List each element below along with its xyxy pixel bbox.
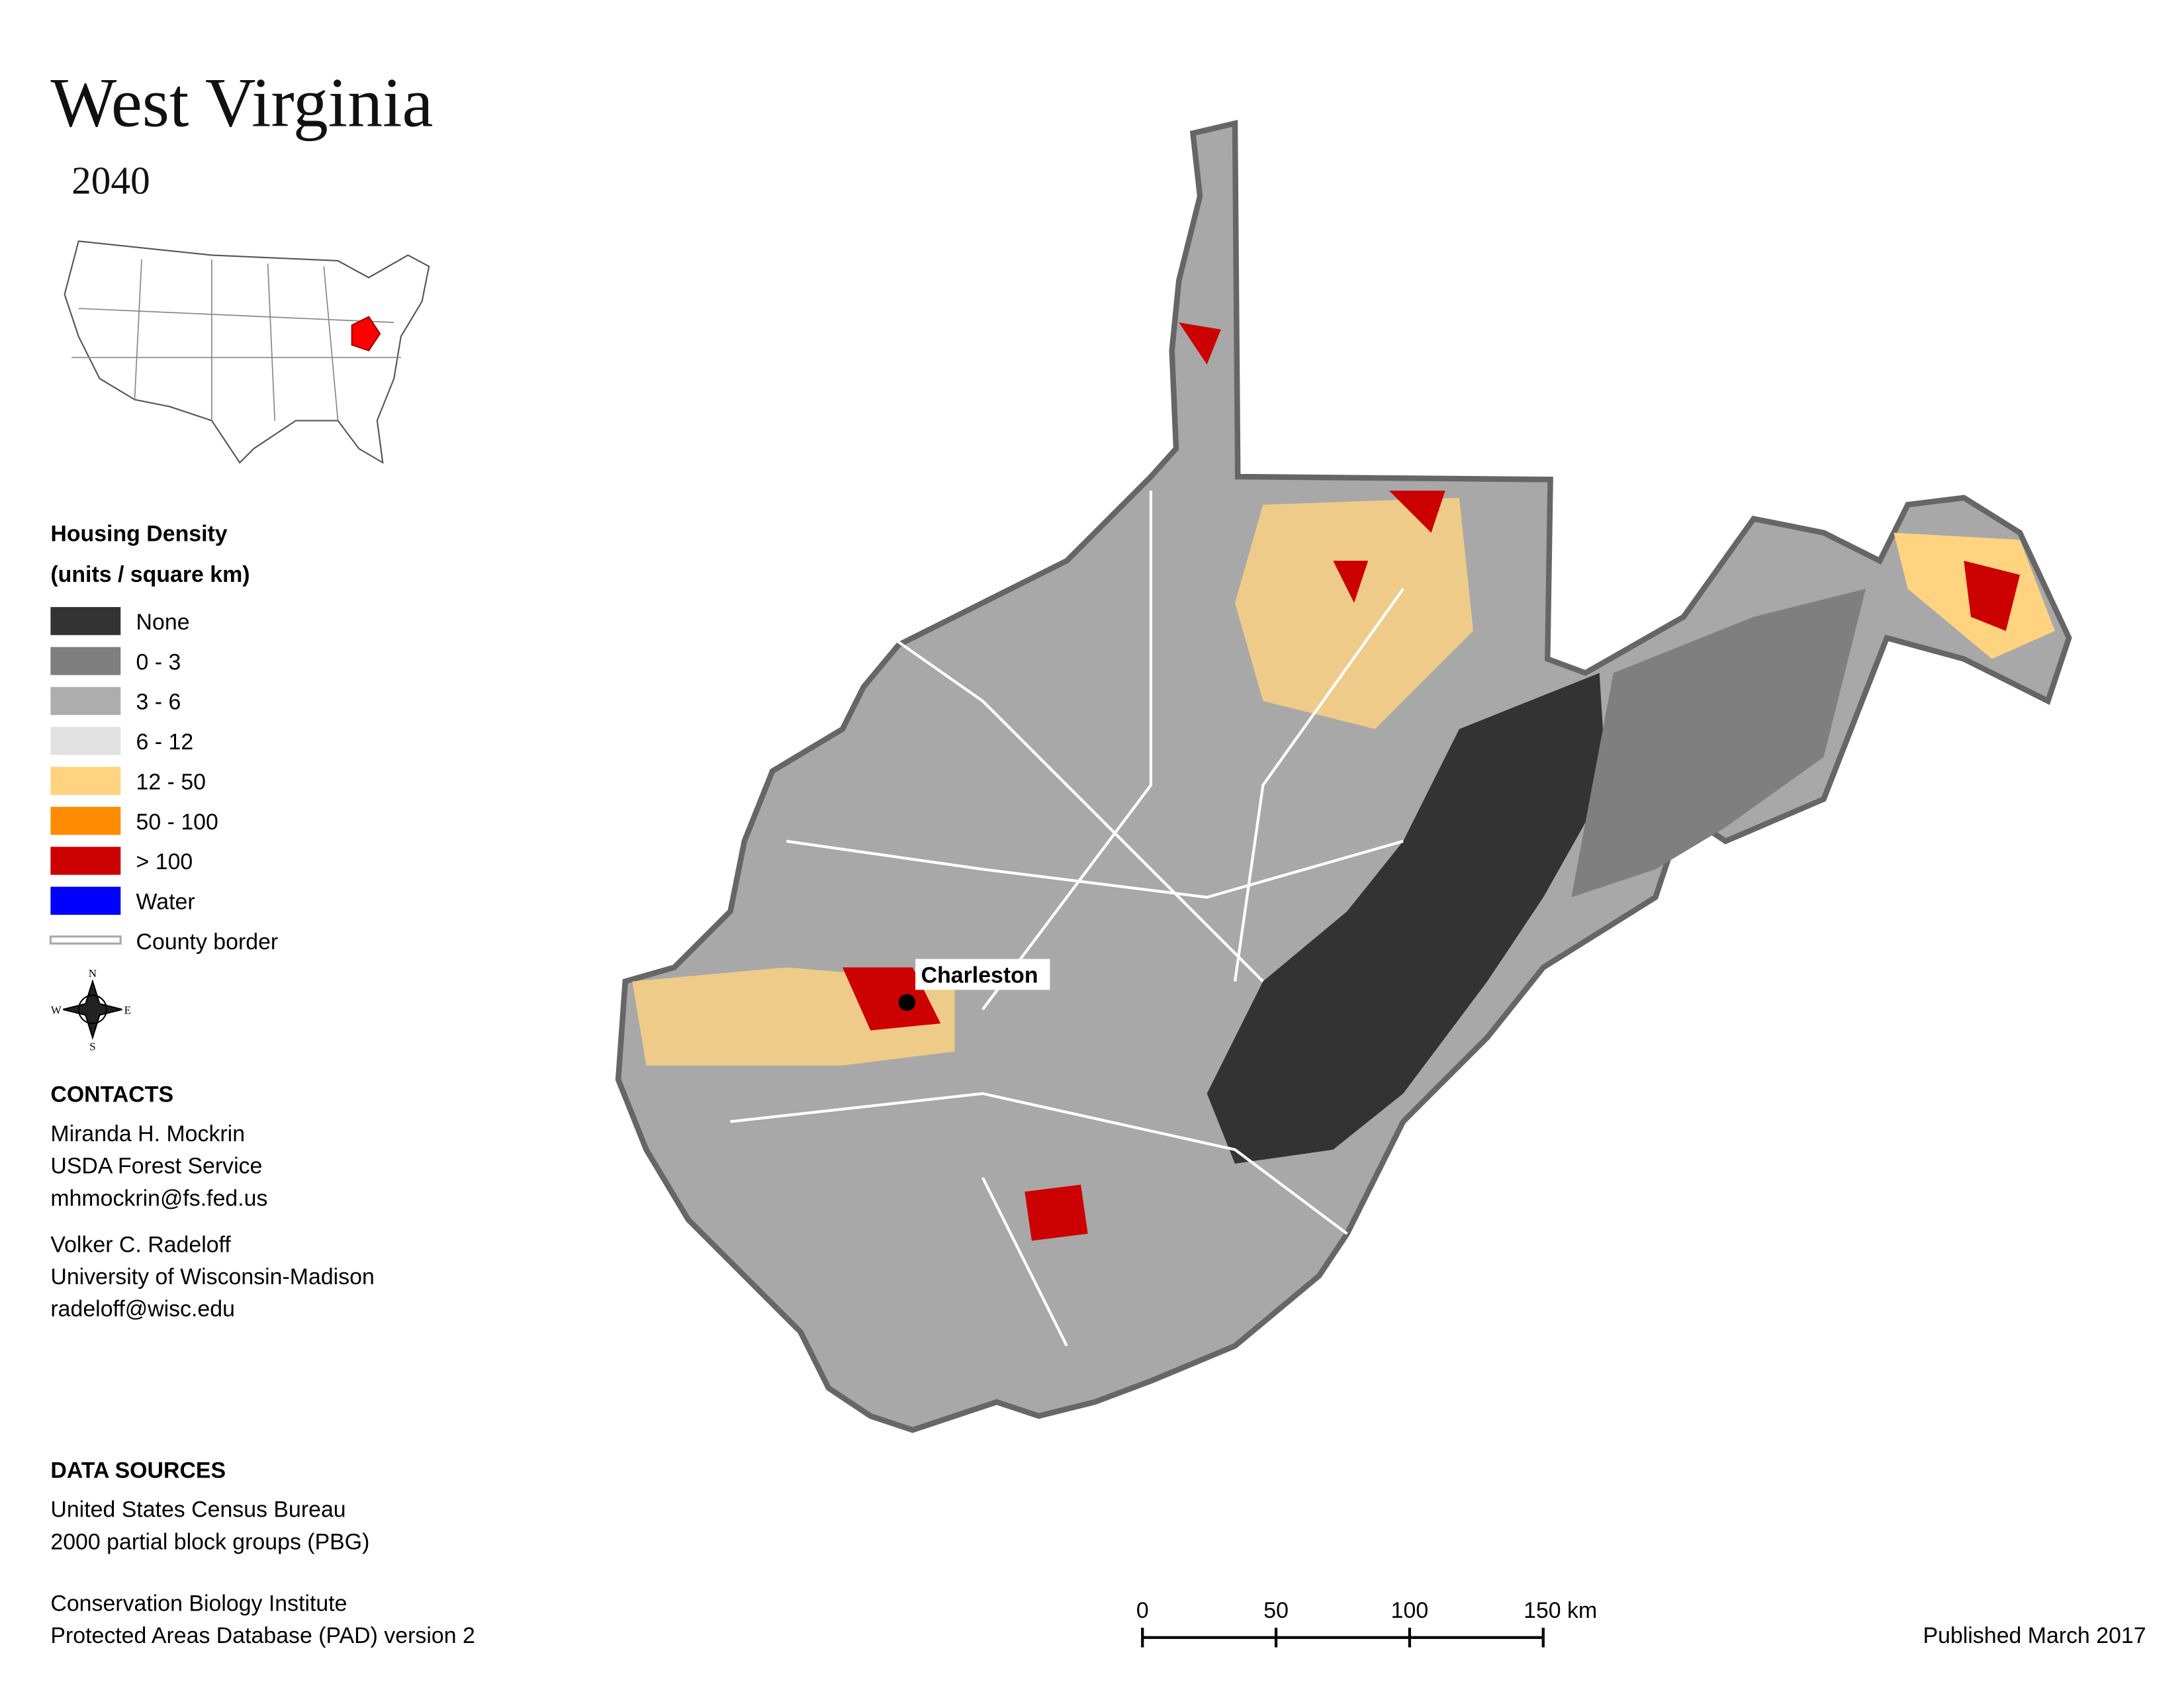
yellow-region <box>1235 497 1474 729</box>
scale-label: 0 <box>1136 1598 1149 1623</box>
legend-label: 3 - 6 <box>136 690 181 715</box>
legend-subtitle: (units / square km) <box>50 562 250 587</box>
legend-swatch <box>50 847 121 875</box>
dark-region <box>1206 673 1607 1164</box>
legend-label: County border <box>136 929 279 955</box>
contact-line: University of Wisconsin-Madison <box>50 1264 374 1289</box>
compass-rose <box>63 979 122 1040</box>
legend-swatch <box>50 686 121 716</box>
contact-line: Volker C. Radeloff <box>50 1232 231 1257</box>
subtitle: 2040 <box>71 158 150 202</box>
sources-heading: DATA SOURCES <box>50 1458 226 1483</box>
contact-line: USDA Forest Service <box>50 1154 262 1179</box>
city-label: Charleston <box>921 963 1038 988</box>
legend-swatch <box>50 727 121 755</box>
compass-w: W <box>51 1004 62 1016</box>
contact-line: radeloff@wisc.edu <box>50 1297 235 1322</box>
wv-map: Charleston <box>615 120 2072 1433</box>
scale-bar: 0 50 100 150 km <box>1136 1598 1597 1648</box>
legend-swatch <box>50 886 121 915</box>
source-line: Conservation Biology Institute <box>50 1591 347 1617</box>
legend-title: Housing Density <box>50 522 227 547</box>
contacts-heading: CONTACTS <box>50 1082 173 1107</box>
city-label-bg <box>915 959 1050 990</box>
compass: N S E W <box>51 967 131 1053</box>
data-sources: United States Census Bureau 2000 partial … <box>50 1497 475 1649</box>
legend-swatch <box>50 767 121 795</box>
title: West Virginia <box>50 64 433 142</box>
source-line: Protected Areas Database (PAD) version 2 <box>50 1623 475 1648</box>
legend-swatch <box>49 935 122 945</box>
legend-swatch <box>50 607 121 635</box>
source-line: 2000 partial block groups (PBG) <box>50 1529 369 1554</box>
legend-swatch <box>50 806 121 835</box>
legend-label: 50 - 100 <box>136 810 218 835</box>
us-state-lines <box>71 259 401 421</box>
compass-e: E <box>124 1004 131 1016</box>
scale-label: 50 <box>1263 1598 1289 1623</box>
legend-label: 12 - 50 <box>136 769 206 794</box>
scale-label: 150 km <box>1524 1598 1597 1623</box>
legend-swatch <box>50 647 121 675</box>
compass-n: N <box>89 967 97 980</box>
legend-label: 6 - 12 <box>136 729 194 755</box>
compass-ring <box>77 994 108 1025</box>
published: Published March 2017 <box>1923 1623 2146 1648</box>
legend-label: > 100 <box>136 849 193 874</box>
us-outline <box>64 240 430 464</box>
contact-line: Miranda H. Mockrin <box>50 1121 245 1147</box>
contact-line: mhmockrin@fs.fed.us <box>50 1186 267 1211</box>
legend-label: None <box>136 610 190 635</box>
red-region <box>842 322 2021 1241</box>
wv-highlight <box>351 316 381 352</box>
county-borders <box>730 491 1404 1347</box>
compass-s: S <box>89 1040 95 1053</box>
gray-region <box>1571 588 1866 898</box>
legend-label: 0 - 3 <box>136 649 181 675</box>
contacts: Miranda H. Mockrin USDA Forest Service mhm… <box>50 1121 374 1322</box>
city-marker <box>898 994 916 1011</box>
us-inset <box>64 240 430 464</box>
scale-label: 100 <box>1391 1598 1429 1623</box>
legend: None 0 - 3 3 - 6 6 - 12 12 - 50 50 - 100 > 100… <box>49 607 279 955</box>
source-line: United States Census Bureau <box>50 1497 345 1523</box>
legend-label: Water <box>136 889 195 914</box>
